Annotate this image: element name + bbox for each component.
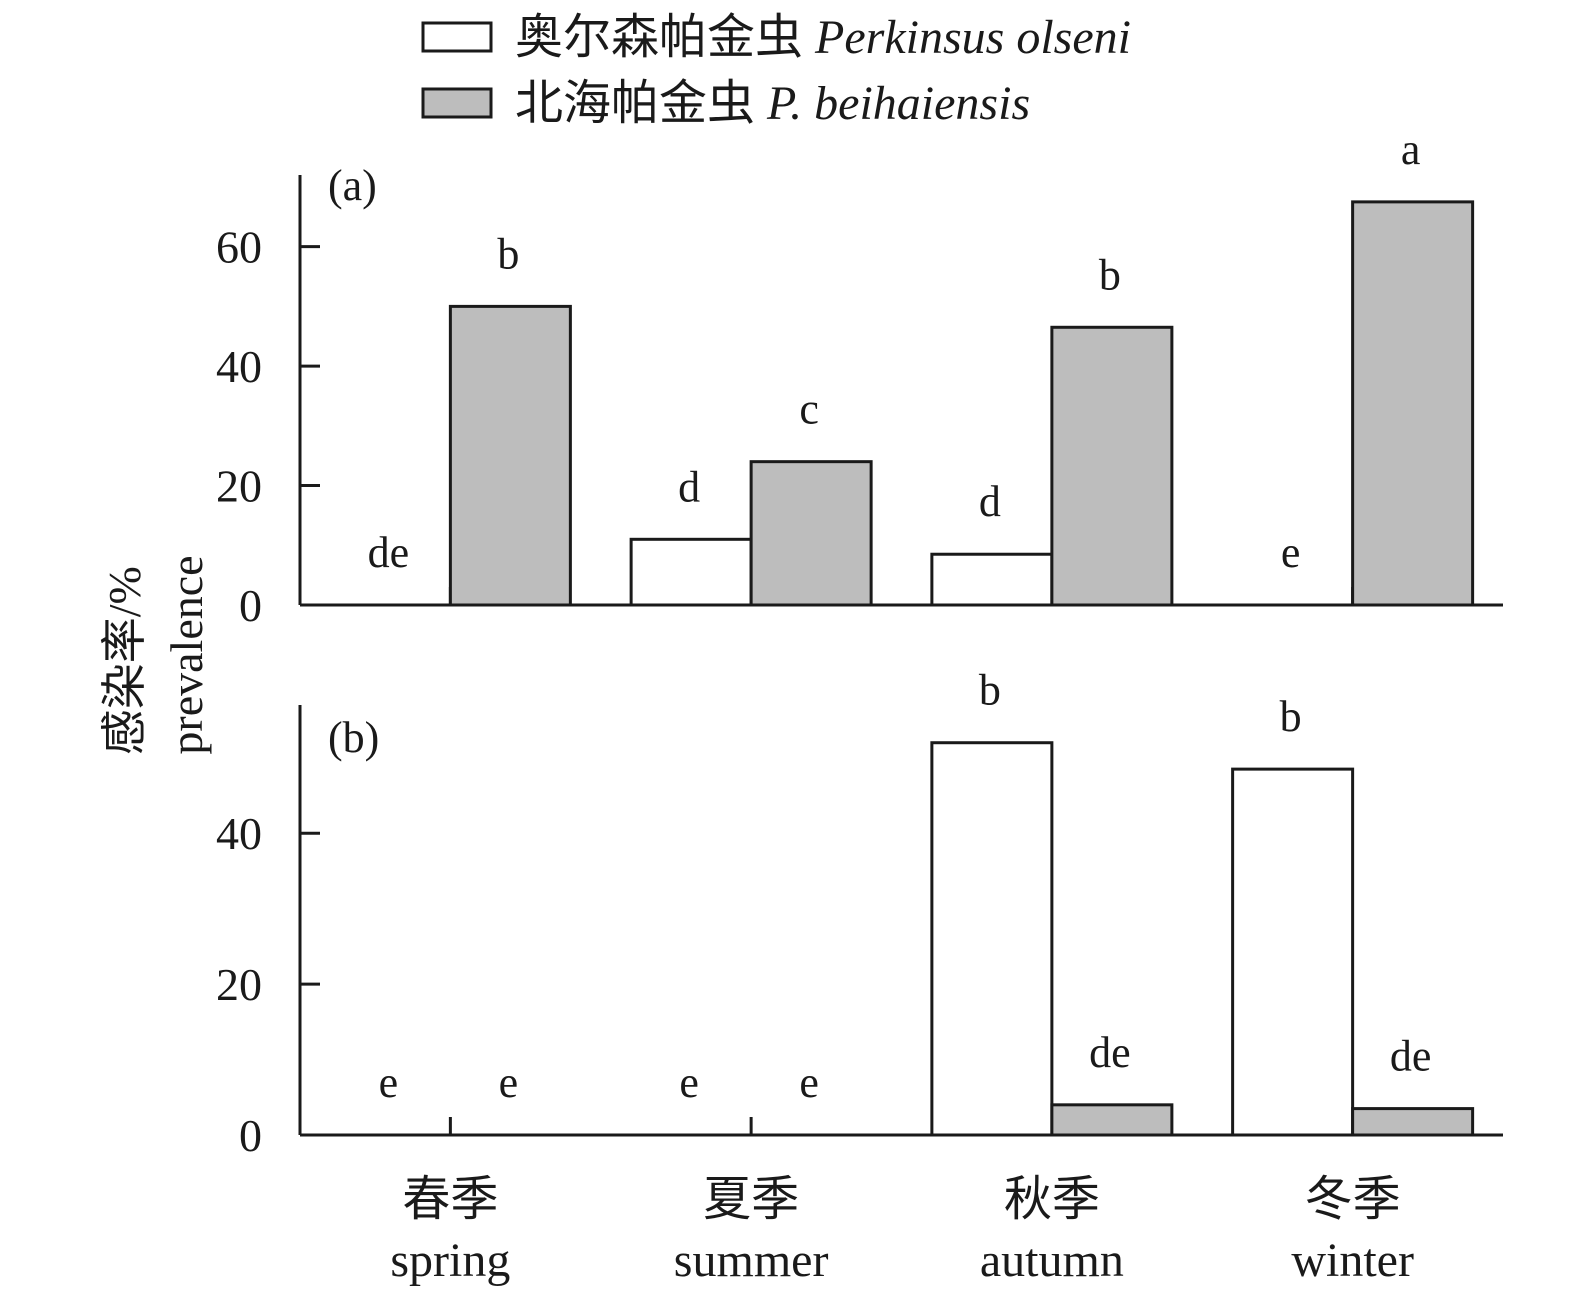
bar-autumn-series-2 (1050, 325, 1174, 607)
category-label-cn: 冬季 (1305, 1173, 1401, 1226)
significance-label: de (1390, 1032, 1432, 1081)
legend-label-1: 奥尔森帕金虫 Perkinsus olseni (515, 11, 1131, 64)
significance-label: b (979, 666, 1001, 715)
legend-swatch-1 (421, 21, 493, 53)
category-label-cn: 夏季 (703, 1173, 799, 1226)
significance-label: e (499, 1058, 519, 1107)
significance-label: b (1099, 250, 1121, 299)
legend-label-2: 北海帕金虫 P. beihaiensis (515, 77, 1030, 130)
significance-label: e (679, 1058, 699, 1107)
legend-swatch-2 (421, 87, 493, 119)
y-axis-label: 感染率/% prevalence (99, 555, 212, 756)
category-label-cn: 春季 (402, 1173, 498, 1226)
bar-winter-series-2 (1351, 200, 1475, 607)
significance-label: d (678, 462, 700, 511)
legend: 奥尔森帕金虫 Perkinsus olseni 北海帕金虫 P. beihaien… (421, 11, 1131, 130)
category-labels: 春季 spring 夏季 summer 秋季 autumn 冬季 winter (390, 1173, 1414, 1287)
y-tick-label: 0 (239, 580, 262, 631)
y-tick-label: 20 (216, 959, 262, 1010)
bar-winter-series-2 (1351, 1107, 1475, 1137)
y-tick-label: 40 (216, 341, 262, 392)
significance-label: d (979, 477, 1001, 526)
bar-summer-series-2 (749, 460, 873, 607)
y-tick-label: 20 (216, 461, 262, 512)
significance-label: b (1280, 692, 1302, 741)
significance-label: c (799, 385, 819, 434)
y-tick-label: 0 (239, 1110, 262, 1161)
category-label-en: summer (674, 1234, 829, 1287)
significance-label: de (368, 528, 410, 577)
y-axis-label-cn: 感染率/% (99, 566, 150, 755)
significance-label: e (1281, 528, 1301, 577)
y-tick-label: 60 (216, 222, 262, 273)
panel-label: (b) (328, 713, 379, 762)
panel-b: 0 20 40 (b) e e b b e e de de (216, 666, 1503, 1161)
bar-autumn-series-1 (930, 552, 1054, 607)
y-tick-label: 40 (216, 808, 262, 859)
significance-label: de (1089, 1028, 1131, 1077)
category-label-en: winter (1291, 1234, 1414, 1287)
bar-summer-series-1 (629, 537, 753, 607)
bar-autumn-series-1 (930, 741, 1054, 1137)
category-label-en: autumn (980, 1234, 1124, 1287)
significance-label: e (379, 1058, 399, 1107)
category-label-en: spring (390, 1234, 510, 1287)
panel-label: (a) (328, 161, 377, 210)
bar-spring-series-2 (448, 304, 572, 607)
bar-autumn-series-2 (1050, 1103, 1174, 1137)
significance-label: e (799, 1058, 819, 1107)
significance-label: b (497, 229, 519, 278)
significance-label: a (1401, 125, 1421, 174)
category-label-cn: 秋季 (1004, 1173, 1100, 1226)
bar-winter-series-1 (1231, 767, 1355, 1137)
y-axis-label-en: prevalence (161, 555, 212, 754)
